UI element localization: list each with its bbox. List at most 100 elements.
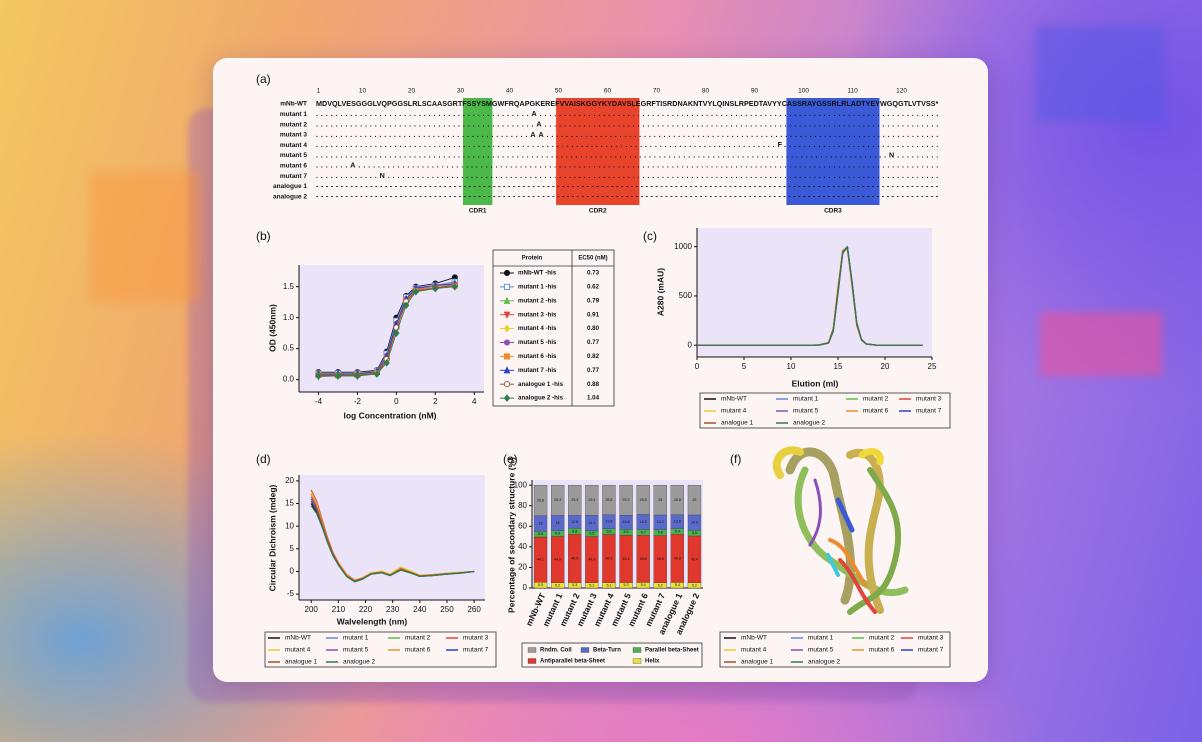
y-tick-label: 500 [679, 291, 693, 300]
cdr-box [556, 98, 640, 205]
legend-label: mNb-WT [721, 396, 747, 403]
ruler-number: 110 [847, 88, 858, 95]
bar-value-label: 5.4 [675, 529, 680, 533]
row-label: mutant 4 [280, 142, 307, 149]
series-line [318, 276, 455, 373]
bar-value-label: 29.4 [571, 498, 578, 502]
blur-block-pink [1040, 312, 1162, 376]
protein-structure [772, 446, 909, 615]
legend-label: mutant 5 [793, 408, 819, 415]
ruler-number: 120 [896, 88, 907, 95]
bar-segment [653, 484, 667, 516]
ec50-value: 0.91 [587, 311, 600, 318]
marker [503, 381, 511, 388]
ec50-value: 0.88 [587, 381, 600, 388]
bar-value-label: 29.4 [588, 498, 595, 502]
bar-value-label: 13.6 [605, 520, 612, 524]
marker [393, 329, 400, 337]
x-tick-label: 210 [332, 605, 346, 614]
x-tick-label: 4 [472, 397, 477, 406]
bar-value-label: 5.5 [538, 583, 543, 587]
cdr-label: CDR3 [824, 208, 842, 215]
legend-label: Helix [645, 659, 660, 665]
legend-swatch [632, 658, 642, 664]
series-line [310, 505, 475, 583]
ribbon [858, 448, 884, 466]
legend-label: mutant 3 -his [518, 311, 557, 318]
marker [451, 282, 458, 291]
bar-value-label: 15 [556, 521, 560, 525]
bar-segment [670, 484, 684, 515]
ruler-number: 10 [359, 88, 367, 95]
x-tick-label: 0 [695, 362, 700, 371]
bar-value-label: 5.4 [641, 583, 646, 587]
legend-label: mutant 7 [918, 647, 944, 654]
x-tick-label: 10 [787, 362, 796, 371]
series-line [318, 284, 455, 376]
panel-label: (f) [730, 452, 741, 466]
table-header: Protein [522, 256, 543, 262]
y-tick-label: 10 [285, 521, 294, 530]
legend-label: mutant 3 [916, 396, 942, 403]
x-tick-label: 220 [359, 605, 373, 614]
ruler-number: 50 [555, 88, 563, 95]
ruler-number: 80 [702, 88, 710, 95]
bar-value-label: 29.2 [623, 498, 630, 502]
bar-value-label: 5.1 [606, 583, 611, 587]
sequence: .............N..........................… [316, 171, 938, 180]
marker [503, 394, 511, 402]
ec50-value: 0.77 [587, 339, 600, 346]
bar-value-label: 12.6 [571, 520, 578, 524]
row-label: mutant 7 [280, 173, 307, 180]
panel-label: (a) [256, 72, 271, 86]
x-tick-label: 200 [305, 605, 319, 614]
legend-box [521, 642, 703, 668]
x-tick-label: -4 [315, 397, 323, 406]
ribbon [828, 538, 867, 587]
ruler-number: 60 [604, 88, 612, 95]
bar-segment [585, 484, 599, 516]
ec50-value: 0.80 [587, 325, 600, 332]
bar-value-label: 5.2 [692, 583, 697, 587]
bar-value-label: 5.6 [624, 530, 629, 534]
bar-segment [636, 484, 650, 515]
legend-label: mutant 5 [808, 647, 834, 654]
y-tick-label: 15 [285, 499, 294, 508]
y-tick-label: 0.0 [283, 375, 295, 384]
bar-value-label: 5.4 [675, 583, 680, 587]
legend-label: mutant 3 [463, 635, 489, 642]
legend-swatch [580, 647, 590, 653]
y-tick-label: 0 [290, 567, 295, 576]
y-tick-label: 60 [518, 521, 527, 530]
legend-label: Rndm. Coil [540, 648, 572, 654]
legend-box [264, 631, 497, 668]
legend-label: mNb-WT -his [518, 270, 557, 277]
x-tick-label: 5 [742, 362, 747, 371]
ruler-number: 30 [457, 88, 465, 95]
bar-value-label: 44.9 [588, 558, 595, 562]
legend-label: mutant 4 [285, 647, 311, 654]
legend-label: mutant 2 [863, 396, 889, 403]
marker [432, 284, 439, 293]
legend-label: mutant 4 [721, 408, 747, 415]
x-axis-title: Elution (ml) [792, 378, 839, 388]
legend-label: mutant 6 [405, 647, 431, 654]
legend-label: analogue 1 [741, 659, 774, 666]
y-axis-title: Percentage of secondary structure (%) [506, 457, 516, 613]
bar-value-label: 46.8 [674, 556, 681, 560]
marker [503, 366, 511, 374]
bar-value-label: 14.6 [640, 520, 647, 524]
legend-label: mutant 7 [916, 408, 942, 415]
bar-value-label: 28.8 [605, 498, 612, 502]
y-tick-label: 40 [518, 542, 527, 551]
bar-value-label: 5.1 [589, 583, 594, 587]
legend-swatch [632, 647, 642, 653]
legend-label: mutant 1 [793, 396, 819, 403]
ribbon [838, 558, 877, 614]
sequence: ........................................… [316, 120, 938, 129]
legend-label: mutant 5 -his [518, 339, 557, 346]
ribbon [835, 497, 855, 533]
legend-label: analogue 2 [808, 659, 841, 666]
ec50-value: 0.62 [587, 284, 600, 291]
